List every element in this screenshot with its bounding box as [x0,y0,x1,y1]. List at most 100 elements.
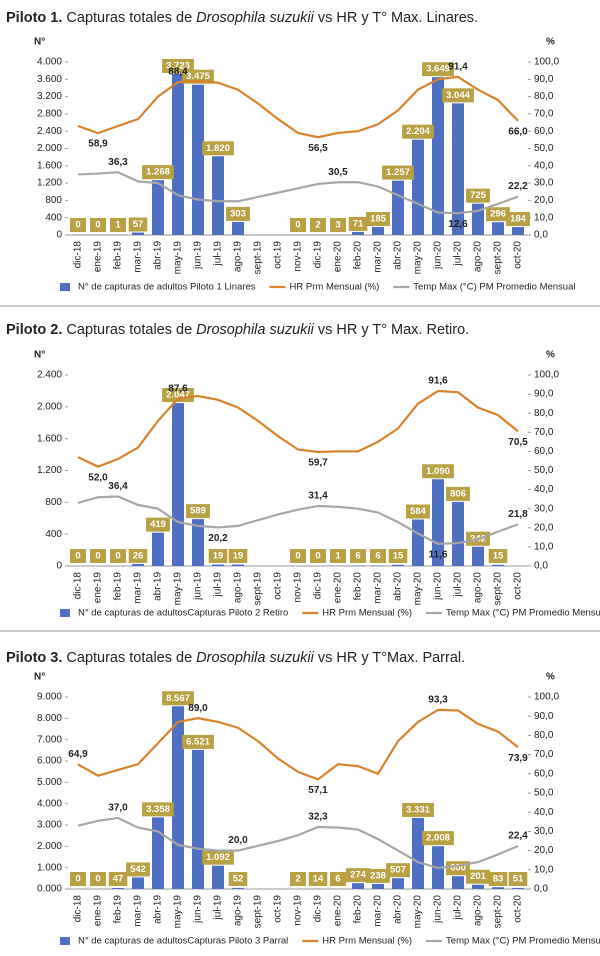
value-label-box [370,549,386,563]
bar [172,403,184,566]
title-part: Drosophila suzukii [196,650,314,666]
value-label-box [422,464,454,479]
bar [452,501,464,566]
y-tick-label: 7.000 [37,734,62,745]
bar-value-label: 296 [490,209,506,220]
x-tick-label: oct-20 [513,895,524,923]
bar-value-label: 238 [370,870,386,881]
value-label-box [70,549,86,563]
x-tick-label: nov-19 [293,241,304,272]
bar [472,884,484,889]
x-tick-label: mar-19 [133,241,144,273]
line-value-label: 57,1 [308,785,328,796]
x-tick-label: dic-19 [313,895,324,923]
x-tick-label: may-19 [173,895,184,929]
line [77,708,519,781]
x-tick-label: ene-19 [93,572,104,604]
y2-axis-label: % [546,37,555,48]
bar-value-label: 6 [335,874,340,885]
x-tick-label: jul-20 [453,241,464,267]
value-label-box [488,549,508,563]
bar-value-label: 725 [470,190,487,201]
value-label-box [330,218,346,232]
value-label-box [422,62,454,77]
bar-value-label: 201 [470,871,487,882]
x-tick-label: feb-20 [353,241,364,270]
bar [132,563,144,566]
bar [352,883,364,889]
bar-value-label: 0 [95,220,100,231]
x-tick-label: abr-20 [393,895,404,924]
x-tick-label: jul-20 [453,895,464,921]
y-tick-label: 1.200 [37,178,62,189]
line [77,816,519,869]
x-tick-label: oct-19 [273,241,284,269]
value-label-box [142,802,174,817]
title-part: Piloto 2. [6,322,62,338]
bar [152,532,164,566]
bar-value-label: 806 [450,488,466,499]
value-label-box [310,218,326,232]
x-tick-label: may-19 [173,572,184,606]
legend-marker [60,609,70,617]
x-tick-label: dic-18 [73,241,84,269]
value-label-box [366,868,390,883]
x-tick-label: oct-19 [273,895,284,923]
value-label-box [406,504,430,519]
title-part: Capturas totales de [66,322,192,338]
value-label-box [442,88,474,103]
bar-value-label: 3.331 [406,804,430,815]
x-tick-label: jul-20 [453,572,464,598]
bar-value-label: 507 [390,865,406,876]
bar [512,227,524,235]
x-tick-label: jun-20 [433,572,444,601]
bar-value-label: 15 [493,551,504,562]
y2-tick-label: 40,0 [534,484,554,495]
bar [212,156,224,235]
legend-label: Temp Max (°C) PM Promedio Mensual [446,936,600,947]
x-tick-label: jun-20 [433,895,444,924]
bar [192,84,204,235]
value-label-box [208,549,228,563]
value-label-box [466,188,490,203]
x-tick-label: sept-20 [493,895,504,929]
x-tick-label: ene-20 [333,895,344,927]
legend-label: Temp Max (°C) PM Promedio Mensual [446,608,600,619]
x-tick-label: feb-19 [113,241,124,270]
bar-value-label: 2 [315,220,320,231]
legend-label: HR Prm Mensual (%) [322,608,412,619]
bar-value-label: 6 [355,551,360,562]
line-value-label: 30,5 [328,167,348,178]
bar [492,887,504,889]
line-value-label: 36,4 [108,481,128,492]
x-tick-label: feb-20 [353,895,364,924]
bar-value-label: 0 [295,551,300,562]
x-tick-label: sept-19 [253,241,264,275]
value-label-box [182,69,214,84]
value-label-box [142,165,174,180]
y2-tick-label: 10,0 [534,542,554,553]
y2-tick-label: 50,0 [534,788,554,799]
x-tick-label: abr-20 [393,572,404,601]
y2-tick-label: 0,0 [534,884,548,895]
line-value-label: 22,2 [508,181,528,192]
legend-marker [60,937,70,945]
y2-tick-label: 80,0 [534,408,554,419]
x-tick-label: ago-20 [473,572,484,604]
bar-value-label: 185 [370,214,387,225]
x-tick-label: jun-20 [433,241,444,270]
bar-value-label: 52 [233,874,244,885]
x-tick-label: sept-19 [253,572,264,606]
line-value-label: 91,4 [448,62,468,73]
x-tick-label: jun-19 [193,572,204,601]
y2-tick-label: 0,0 [534,230,548,241]
y2-tick-label: 60,0 [534,768,554,779]
value-label-box [346,868,370,883]
bar-value-label: 3.475 [186,71,210,82]
bar [472,546,484,566]
value-label-box [182,734,214,749]
x-tick-label: nov-19 [293,895,304,926]
value-label-box [90,872,106,886]
x-tick-label: oct-19 [273,572,284,600]
x-tick-label: abr-19 [153,572,164,601]
